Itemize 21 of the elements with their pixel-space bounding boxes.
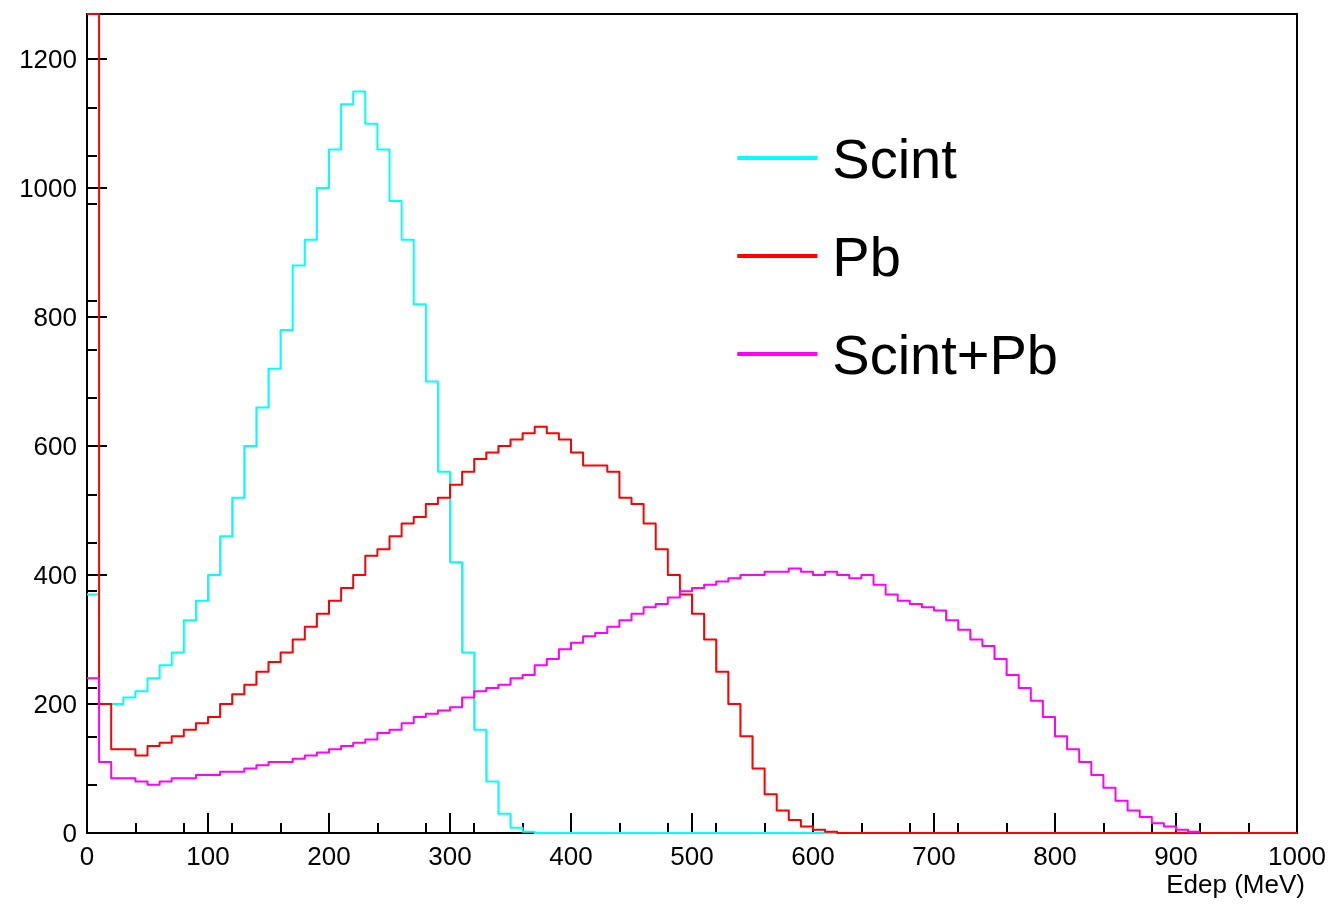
y-tick-label: 800	[33, 302, 77, 333]
y-tick-label: 0	[62, 818, 77, 848]
x-tick-label: 800	[1033, 841, 1077, 871]
x-axis-title: Edep (MeV)	[1166, 869, 1305, 899]
x-tick-label: 200	[307, 841, 351, 871]
x-tick-label: 100	[186, 841, 230, 871]
x-tick-label: 500	[670, 841, 714, 871]
y-tick-label: 1000	[19, 173, 77, 204]
y-tick-label: 1200	[19, 44, 77, 75]
x-tick-label: 900	[1154, 841, 1198, 871]
y-tick-label: 600	[33, 431, 77, 462]
legend-label: Scint+Pb	[832, 322, 1059, 386]
x-tick-label: 400	[549, 841, 593, 871]
y-tick-label: 400	[33, 560, 77, 591]
x-tick-label: 600	[791, 841, 835, 871]
x-tick-label: 300	[428, 841, 472, 871]
x-tick-label: 700	[912, 841, 956, 871]
legend-label: Scint	[832, 126, 958, 190]
x-tick-label: 1000	[1268, 841, 1326, 871]
legend-label: Pb	[832, 224, 901, 288]
y-tick-label: 200	[33, 689, 77, 720]
